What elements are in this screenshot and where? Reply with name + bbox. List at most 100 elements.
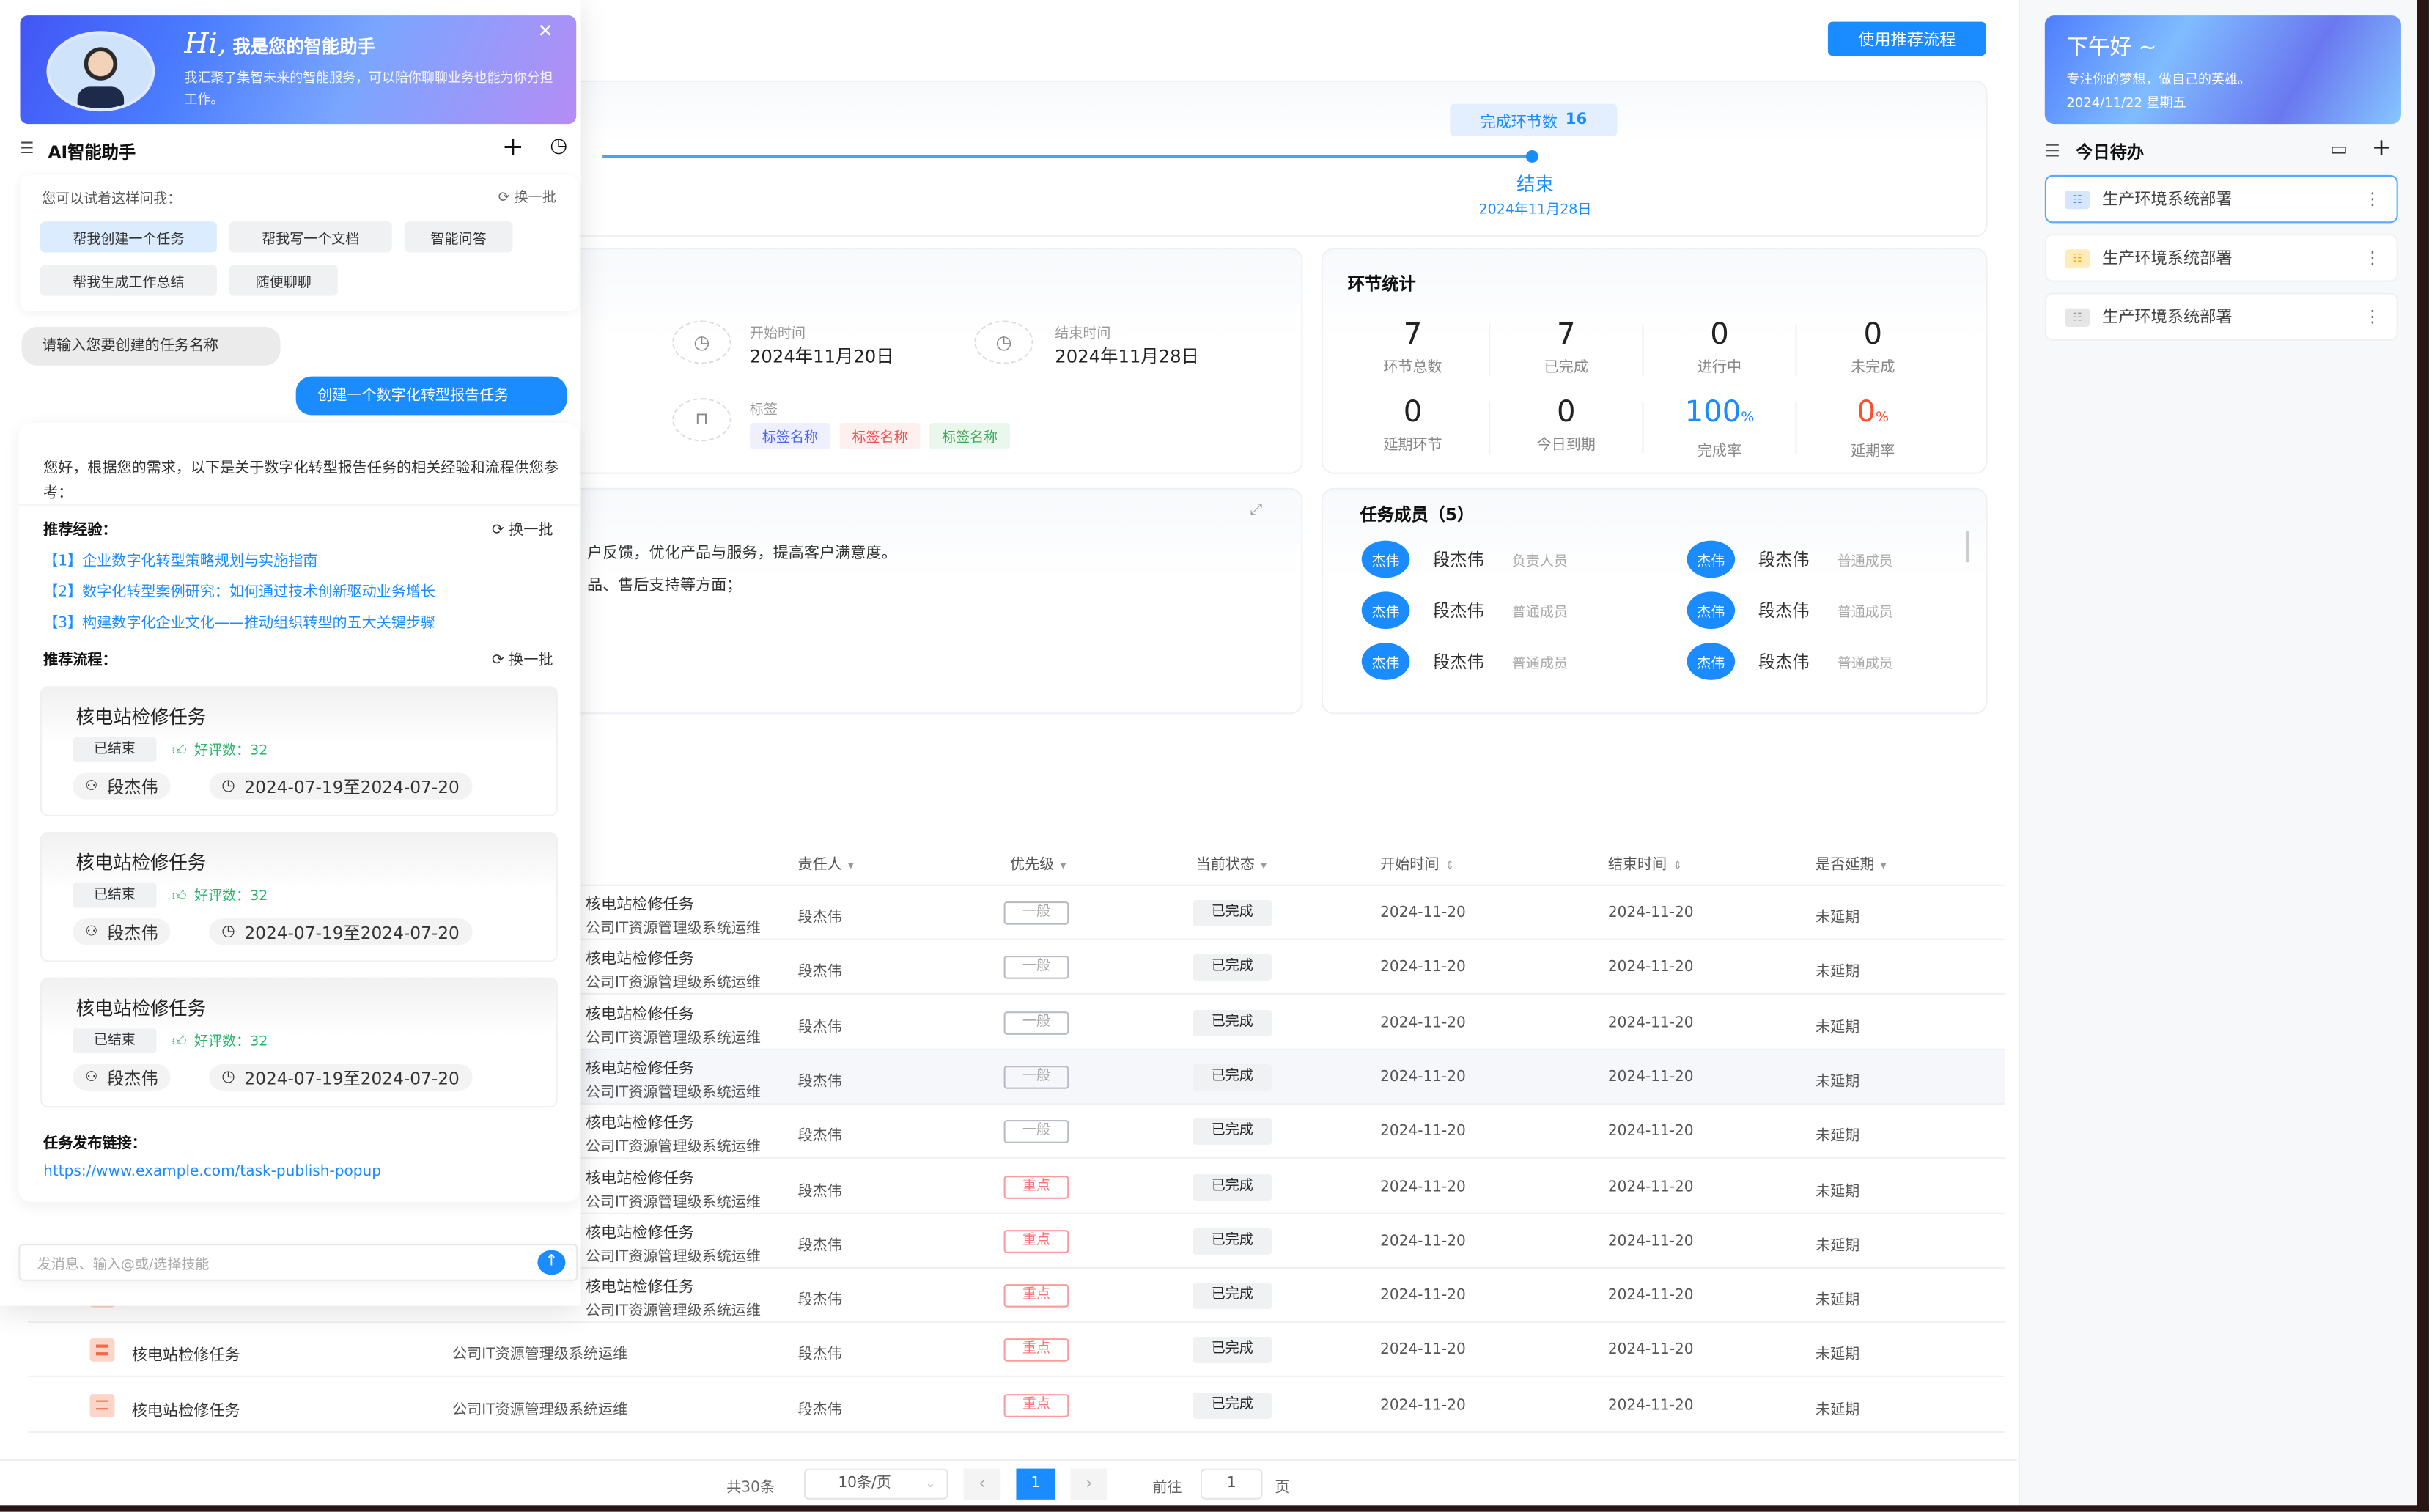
suggestion-chip-chat[interactable]: 随便聊聊 bbox=[229, 265, 338, 296]
task-name[interactable]: 核电站检修任务 bbox=[585, 1170, 694, 1187]
flow-card[interactable]: 核电站检修任务 已结束 👍︎ 好评数：32 ⚇ 段杰伟 ◷ 2024-07-19至2024-0… bbox=[40, 831, 558, 962]
stat-label: 环节总数 bbox=[1383, 359, 1442, 377]
experience-refresh-button[interactable]: ⟳ 换一批 bbox=[492, 517, 553, 539]
table-header-cell[interactable]: 优先级 ▾ bbox=[1010, 852, 1066, 874]
send-arrow-icon[interactable]: ↑ bbox=[537, 1250, 566, 1275]
flow-owner-pill: ⚇ 段杰伟 bbox=[73, 772, 171, 800]
filter-caret-icon[interactable]: ▾ bbox=[1261, 859, 1267, 872]
end-time-value: 2024年11月28日 bbox=[1055, 345, 1199, 367]
task-name[interactable]: 核电站检修任务 bbox=[585, 951, 694, 969]
suggestion-chip-qa[interactable]: 智能问答 bbox=[404, 221, 513, 253]
end-time-label: 结束时间 bbox=[1055, 326, 1111, 343]
flow-card[interactable]: 核电站检修任务 已结束 👍︎ 好评数：32 ⚇ 段杰伟 ◷ 2024-07-19至2024-0… bbox=[40, 977, 558, 1108]
flow-refresh-button[interactable]: ⟳ 换一批 bbox=[492, 647, 553, 669]
table-header-cell[interactable]: 是否延期 ▾ bbox=[1816, 852, 1886, 874]
stat-number: 7 bbox=[1403, 317, 1423, 352]
suggestion-chip-summary[interactable]: 帮我生成工作总结 bbox=[40, 265, 217, 296]
member-item[interactable]: 杰伟 段杰伟 普通成员 bbox=[1361, 643, 1568, 680]
task-name[interactable]: 核电站检修任务 bbox=[131, 1403, 240, 1420]
table-row[interactable]: 核电站检修任务 公司IT资源管理级系统运维 段杰伟 重点 已完成 2024-11-20 20… bbox=[28, 1378, 2005, 1433]
delay-status: 未延期 bbox=[1816, 1401, 1860, 1419]
table-header-cell[interactable]: 当前状态 ▾ bbox=[1196, 852, 1267, 874]
filter-caret-icon[interactable]: ▾ bbox=[848, 859, 854, 872]
member-item[interactable]: 杰伟 段杰伟 普通成员 bbox=[1687, 643, 1893, 680]
flow-status-tag: 已结束 bbox=[73, 1028, 157, 1054]
todo-item[interactable]: ☷ 生产环境系统部署 ⋮ bbox=[2044, 174, 2398, 224]
table-row[interactable]: 核电站检修任务 公司IT资源管理级系统运维 段杰伟 重点 已完成 2024-11-20 20… bbox=[28, 1159, 2005, 1214]
sort-icon[interactable]: ⇕ bbox=[1445, 859, 1455, 872]
flow-card[interactable]: 核电站检修任务 已结束 👍︎ 好评数：32 ⚇ 段杰伟 ◷ 2024-07-19至2024-0… bbox=[40, 686, 558, 816]
more-vertical-icon[interactable]: ⋮ bbox=[2364, 306, 2381, 327]
todo-item[interactable]: ☷ 生产环境系统部署 ⋮ bbox=[2044, 234, 2398, 282]
experience-link-3[interactable]: 【3】构建数字化企业文化——推动组织转型的五大关键步骤 bbox=[43, 615, 435, 633]
stat-value: 7 bbox=[1489, 317, 1643, 351]
publish-link[interactable]: https://www.example.com/task-publish-pop… bbox=[43, 1163, 381, 1181]
table-row[interactable]: 核电站检修任务 公司IT资源管理级系统运维 段杰伟 重点 已完成 2024-11-20 20… bbox=[28, 1269, 2005, 1324]
message-input[interactable]: 发消息、输入@或/选择技能 ↑ bbox=[18, 1244, 578, 1281]
task-name[interactable]: 核电站检修任务 bbox=[585, 1006, 694, 1024]
priority-tag: 重点 bbox=[1003, 1338, 1069, 1362]
sort-icon[interactable]: ⇕ bbox=[1673, 859, 1683, 872]
experience-link-1[interactable]: 【1】企业数字化转型策略规划与实施指南 bbox=[43, 553, 318, 570]
stat-unit: % bbox=[1741, 410, 1755, 427]
suggestion-refresh-button[interactable]: ⟳ 换一批 bbox=[498, 186, 556, 206]
goto-page-input[interactable]: 1 bbox=[1200, 1468, 1263, 1500]
more-vertical-icon[interactable]: ⋮ bbox=[2364, 188, 2381, 210]
member-avatar: 杰伟 bbox=[1687, 540, 1736, 578]
table-row[interactable]: 核电站检修任务 公司IT资源管理级系统运维 段杰伟 重点 已完成 2024-11-20 20… bbox=[28, 1324, 2005, 1378]
experience-link-2[interactable]: 【2】数字化转型案例研究：如何通过技术创新驱动业务增长 bbox=[43, 583, 435, 602]
task-name[interactable]: 核电站检修任务 bbox=[131, 1348, 240, 1365]
suggestion-chip-create-task[interactable]: 帮我创建一个任务 bbox=[40, 221, 217, 253]
use-recommended-flow-button[interactable]: 使用推荐流程 bbox=[1827, 21, 1986, 56]
stat-label: 进行中 bbox=[1697, 359, 1742, 377]
refresh-label: 换一批 bbox=[514, 190, 556, 207]
table-row[interactable]: 核电站检修任务 公司IT资源管理级系统运维 段杰伟 一般 已完成 2024-11-20 20… bbox=[28, 995, 2005, 1050]
filter-caret-icon[interactable]: ▾ bbox=[1880, 859, 1887, 872]
member-item[interactable]: 杰伟 段杰伟 负责人员 bbox=[1361, 540, 1568, 578]
greeting-card: 下午好 ~ 专注你的梦想，做自己的英雄。 2024/11/22 星期五 bbox=[2044, 15, 2401, 125]
add-todo-icon[interactable]: + bbox=[2371, 133, 2392, 161]
todo-checklist-icon: ☷ bbox=[2065, 248, 2090, 268]
table-row[interactable]: 核电站检修任务 公司IT资源管理级系统运维 段杰伟 一般 已完成 2024-11-20 20… bbox=[28, 886, 2005, 940]
task-name[interactable]: 核电站检修任务 bbox=[585, 1225, 694, 1242]
banner-title: 我是您的智能助手 bbox=[232, 35, 375, 58]
task-name[interactable]: 核电站检修任务 bbox=[585, 1061, 694, 1078]
task-name[interactable]: 核电站检修任务 bbox=[585, 1115, 694, 1133]
header-label: 当前状态 bbox=[1195, 856, 1255, 874]
task-project: 公司IT资源管理级系统运维 bbox=[585, 1302, 761, 1320]
task-project: 公司IT资源管理级系统运维 bbox=[585, 975, 761, 992]
table-header-cell[interactable]: 开始时间 ⇕ bbox=[1380, 852, 1454, 874]
thumbs-up-icon: 👍︎ bbox=[172, 743, 187, 759]
more-vertical-icon[interactable]: ⋮ bbox=[2364, 248, 2381, 268]
start-date: 2024-11-20 bbox=[1380, 1123, 1466, 1140]
suggestion-chip-write-doc[interactable]: 帮我写一个文档 bbox=[229, 221, 392, 253]
tags-label: 标签 bbox=[749, 402, 778, 418]
user-icon: ⚇ bbox=[85, 778, 98, 794]
member-item[interactable]: 杰伟 段杰伟 普通成员 bbox=[1687, 591, 1893, 630]
todo-item[interactable]: ☷ 生产环境系统部署 ⋮ bbox=[2044, 292, 2398, 341]
flow-owner: 段杰伟 bbox=[106, 1068, 158, 1088]
members-scrollbar[interactable] bbox=[1966, 531, 1969, 563]
filter-caret-icon[interactable]: ▾ bbox=[1060, 859, 1066, 872]
right-panel: 下午好 ~ 专注你的梦想，做自己的英雄。 2024/11/22 星期五 ☰ 今日… bbox=[2018, 0, 2417, 1512]
status-tag: 已完成 bbox=[1193, 899, 1272, 926]
page-size-select[interactable]: 10条/页 ⌄ bbox=[803, 1468, 948, 1500]
stat-number: 0 bbox=[1556, 394, 1576, 429]
calendar-icon[interactable]: ▭ bbox=[2329, 138, 2348, 160]
history-clock-icon[interactable]: ◷ bbox=[550, 134, 568, 158]
page-1-button[interactable]: 1 bbox=[1016, 1468, 1055, 1500]
member-role: 负责人员 bbox=[1511, 553, 1568, 569]
task-name[interactable]: 核电站检修任务 bbox=[585, 896, 694, 914]
table-header-cell[interactable]: 结束时间 ⇕ bbox=[1608, 852, 1682, 874]
member-item[interactable]: 杰伟 段杰伟 普通成员 bbox=[1687, 540, 1893, 578]
assistant-menu-icon[interactable]: ☰ bbox=[20, 141, 34, 158]
flow-owner: 段杰伟 bbox=[106, 776, 158, 797]
table-header-cell[interactable]: 责任人 ▾ bbox=[797, 852, 853, 874]
new-chat-icon[interactable]: + bbox=[501, 131, 524, 163]
expand-icon[interactable]: ⤢ bbox=[1250, 501, 1263, 520]
prev-page-button[interactable]: ‹ bbox=[963, 1468, 1001, 1500]
close-icon[interactable]: ✕ bbox=[537, 20, 553, 43]
member-item[interactable]: 杰伟 段杰伟 普通成员 bbox=[1361, 591, 1568, 630]
next-page-button[interactable]: › bbox=[1070, 1468, 1108, 1500]
task-name[interactable]: 核电站检修任务 bbox=[585, 1279, 694, 1297]
